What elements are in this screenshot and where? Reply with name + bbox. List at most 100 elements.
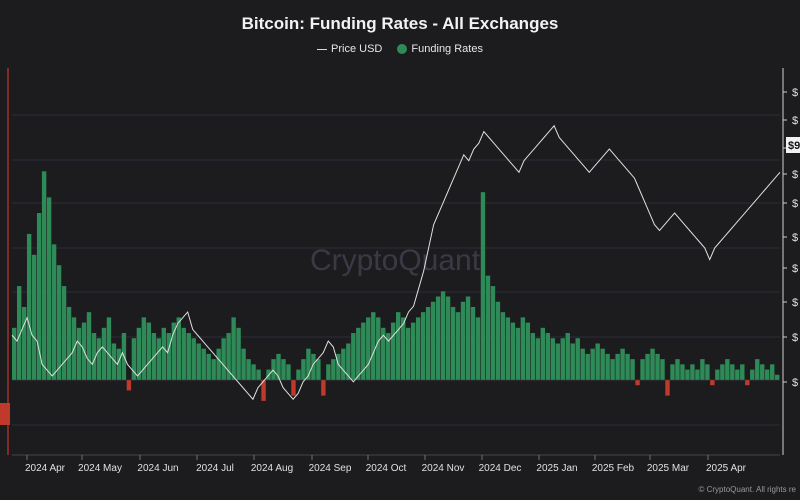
legend-label-price: Price USD [331, 43, 383, 55]
funding-bar [495, 301, 501, 380]
funding-bar [445, 296, 451, 380]
funding-bar [311, 353, 316, 380]
funding-bar [570, 343, 575, 380]
x-axis-tick-label: 2024 Jul [196, 463, 234, 474]
funding-bar [455, 312, 461, 380]
funding-bar [420, 312, 426, 380]
funding-bar [460, 301, 466, 380]
x-axis-tick-label: 2024 Dec [479, 463, 522, 474]
funding-bar [361, 322, 366, 380]
funding-bar [410, 322, 416, 380]
right-axis-tick-label: $ [792, 198, 798, 210]
funding-bar [520, 317, 526, 380]
legend-item-funding[interactable]: Funding Rates [397, 43, 483, 55]
funding-bar [735, 369, 740, 380]
funding-bar [351, 333, 356, 380]
funding-bar [226, 333, 231, 380]
funding-bar [640, 359, 645, 380]
left-marker-box [0, 403, 10, 425]
funding-bar [695, 369, 700, 380]
funding-bar [635, 380, 640, 386]
funding-bar [271, 359, 276, 380]
funding-bar [710, 380, 715, 386]
funding-bar [181, 327, 186, 380]
right-axis-tick-label: $ [792, 87, 798, 99]
funding-bar [96, 338, 102, 380]
funding-bar [196, 343, 201, 380]
funding-bar [590, 348, 595, 380]
funding-bar [326, 364, 331, 380]
funding-bar [331, 359, 336, 380]
funding-bar [705, 364, 710, 380]
right-axis-tick-label: $ [792, 263, 798, 275]
funding-bar [116, 348, 122, 380]
x-axis-tick-label: 2025 Jan [536, 463, 577, 474]
price-badge-label: $9 [788, 140, 800, 152]
price-badge-box [786, 137, 800, 153]
funding-bar [600, 348, 605, 380]
funding-bar [221, 338, 226, 380]
funding-bar [670, 364, 675, 380]
funding-bar [415, 317, 421, 380]
price-line-swatch [317, 48, 328, 50]
funding-bar [286, 364, 291, 380]
funding-bar [665, 380, 670, 396]
funding-bar [12, 327, 17, 380]
funding-bar [730, 364, 735, 380]
funding-bar [291, 380, 296, 396]
right-axis-tick-label: $ [792, 377, 798, 389]
funding-bar [680, 364, 685, 380]
legend-label-funding: Funding Rates [411, 43, 483, 55]
funding-bar [585, 353, 590, 380]
funding-bar [296, 369, 301, 380]
funding-bar [61, 286, 67, 380]
x-axis-tick-label: 2024 Jun [137, 463, 178, 474]
funding-bar [146, 322, 152, 380]
funding-bar [565, 333, 570, 380]
funding-bar [66, 306, 72, 380]
funding-bar [306, 348, 311, 380]
funding-bar [755, 359, 760, 380]
funding-bar [86, 312, 92, 380]
funding-bar [371, 312, 376, 380]
funding-bar [530, 333, 536, 380]
x-axis-tick-label: 2025 Apr [706, 463, 747, 474]
x-axis-tick-label: 2024 Nov [422, 463, 465, 474]
funding-bar [560, 338, 565, 380]
funding-bar [775, 374, 780, 380]
funding-bar [505, 317, 511, 380]
funding-bar [396, 312, 401, 380]
funding-bar [480, 192, 486, 380]
funding-bar [625, 353, 630, 380]
funding-bar [550, 338, 555, 380]
funding-bar [206, 353, 211, 380]
funding-bar [166, 333, 171, 380]
funding-bar [321, 380, 326, 396]
x-axis-tick-label: 2024 Sep [309, 463, 352, 474]
funding-bar [525, 322, 531, 380]
funding-bar [540, 327, 546, 380]
funding-bar [400, 317, 406, 380]
funding-bar [391, 322, 396, 380]
funding-bar [201, 348, 206, 380]
funding-bar [510, 322, 516, 380]
funding-bar [56, 265, 62, 380]
funding-bar [475, 317, 481, 380]
legend-item-price[interactable]: Price USD [317, 43, 382, 55]
funding-bar [725, 359, 730, 380]
funding-bar [685, 369, 690, 380]
funding-bar [301, 359, 306, 380]
funding-bar [336, 353, 341, 380]
x-axis-tick-label: 2025 Mar [647, 463, 690, 474]
price-line [11, 124, 781, 401]
funding-bar [131, 338, 137, 380]
funding-bar [366, 317, 371, 380]
funding-bar [450, 306, 456, 380]
funding-bar [745, 380, 750, 386]
funding-bar [41, 171, 47, 380]
funding-bar [16, 286, 22, 380]
watermark: CryptoQuant [310, 244, 481, 277]
funding-bar [435, 296, 441, 380]
funding-bar [216, 348, 221, 380]
